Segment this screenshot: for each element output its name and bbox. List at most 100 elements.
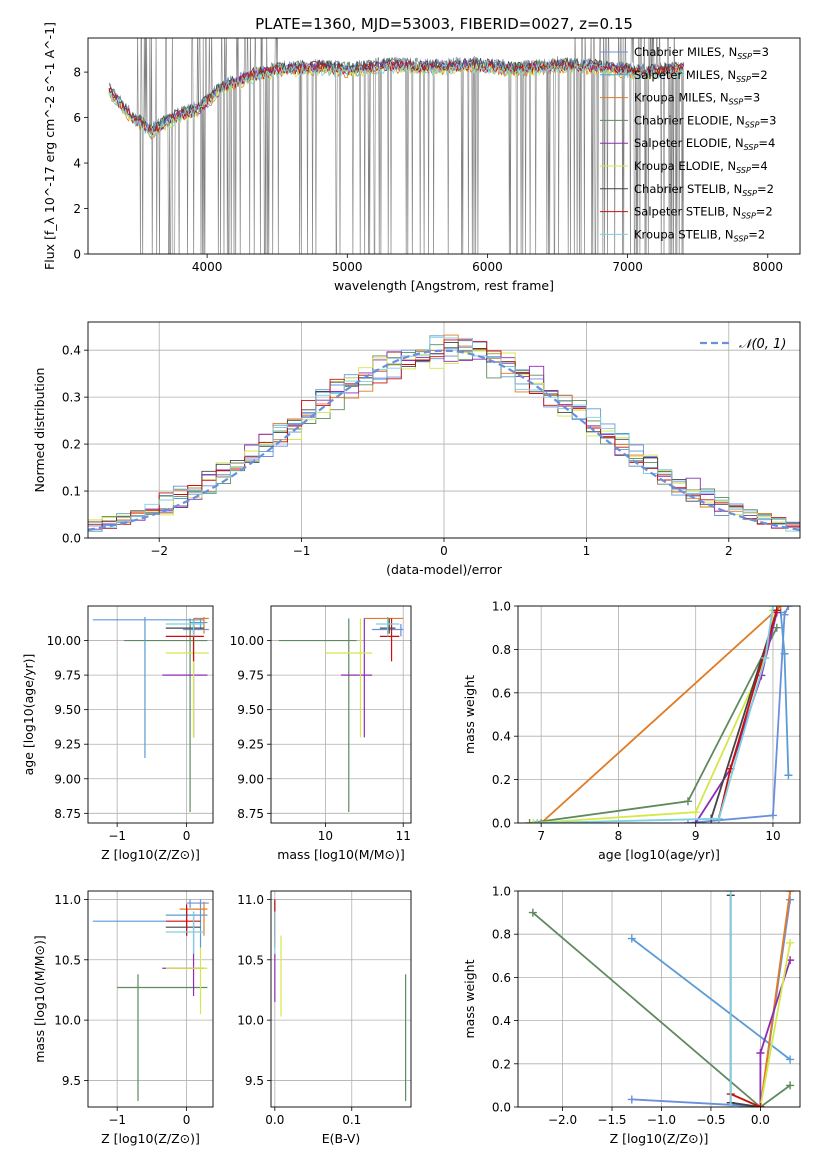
x-axis-label: wavelength [Angstrom, rest frame]	[334, 278, 554, 293]
x-tick-label: −1.0	[647, 1113, 676, 1127]
errorbar-point	[165, 618, 204, 637]
y-tick-label: 0.4	[492, 730, 511, 744]
y-tick-label: 1.0	[492, 600, 511, 614]
axes-frame	[87, 37, 801, 255]
legend-entry: Chabrier MILES, NSSP=3	[634, 45, 769, 61]
weight-marker	[768, 811, 777, 820]
weight-marker	[691, 808, 700, 817]
x-tick-label: 0.0	[751, 1113, 770, 1127]
weight-marker	[683, 819, 692, 823]
weight-line	[694, 612, 778, 823]
y-tick-label: 8.75	[237, 807, 264, 821]
x-axis-label: Z [log10(Z/Z⊙)]	[610, 1131, 709, 1146]
weight-marker	[786, 938, 795, 947]
y-tick-label: 10.0	[54, 1014, 81, 1028]
x-tick-label: 1	[583, 544, 591, 558]
y-axis-label: Flux [f_λ 10^-17 erg cm^-2 s^-1 A^-1]	[42, 22, 57, 270]
errorbar-point	[341, 618, 373, 738]
x-tick-label: 6000	[472, 260, 503, 274]
y-tick-label: 0.0	[492, 817, 511, 831]
y-tick-label: 9.50	[54, 703, 81, 717]
y-tick-label: 0.6	[492, 971, 511, 985]
legend-entry: Chabrier STELIB, NSSP=2	[634, 182, 774, 198]
x-tick-label: 5000	[332, 260, 363, 274]
y-tick-label: 9.5	[245, 1074, 264, 1088]
residual-histogram	[88, 339, 800, 530]
y-tick-label: 8	[73, 66, 81, 80]
grid	[271, 606, 411, 823]
axes-frame	[270, 605, 412, 824]
y-tick-label: 10.00	[230, 634, 264, 648]
axes-frame	[87, 605, 214, 824]
x-tick-label: 7000	[612, 260, 643, 274]
errorbar-point	[179, 901, 208, 936]
y-tick-label: 9.75	[54, 669, 81, 683]
weight-line	[729, 895, 761, 1107]
errorbar-point	[165, 947, 208, 1015]
weight-marker	[772, 606, 781, 615]
y-tick-label: 0.0	[492, 1101, 511, 1115]
weight-marker	[627, 934, 636, 943]
x-tick-label: −2	[150, 544, 168, 558]
weight-line	[759, 891, 791, 1107]
weight-marker	[786, 891, 795, 895]
axes-weight_vs_Z: −2.0 −1.5 −1.0 −0.5 0.0 0.0 0.2 0.4 0.6 0.8 1.0 Z […	[462, 885, 801, 1146]
y-tick-label: 9.25	[237, 738, 264, 752]
weight-marker	[772, 623, 781, 632]
y-tick-label: 1.0	[492, 885, 511, 899]
x-tick-label: 2	[725, 544, 733, 558]
weight-marker	[529, 819, 538, 823]
weight-line	[537, 606, 774, 823]
weight-marker	[691, 819, 700, 823]
axes-residuals: −2 −1 0 1 2 0.0 0.1 0.2 0.3 0.4 (data-model)/error…	[32, 321, 801, 577]
errorbar-point	[165, 618, 204, 634]
weight-marker	[726, 891, 735, 895]
y-tick-label: 10.5	[54, 953, 81, 967]
weight-marker	[756, 1103, 765, 1107]
errorbar-point	[186, 899, 209, 908]
weight-line	[759, 942, 791, 1107]
grid	[88, 606, 213, 823]
x-tick-label: 0	[183, 1113, 191, 1127]
weight-marker	[756, 1049, 765, 1057]
y-tick-label: 0.0	[62, 532, 81, 546]
x-tick-label: 9	[692, 829, 700, 843]
y-tick-label: 11.0	[54, 893, 81, 907]
model-spectrum-line	[108, 61, 685, 139]
x-tick-label: 10	[765, 829, 780, 843]
y-tick-label: 6	[73, 111, 81, 125]
plot-area-weight_vs_age	[525, 606, 793, 823]
x-tick-label: 0.0	[265, 1113, 284, 1127]
axes-spectrum: 4000 5000 6000 7000 8000 0 2 4 6 8 wavelength [Ang…	[42, 22, 801, 293]
y-tick-label: 8.75	[54, 807, 81, 821]
grid	[518, 890, 800, 1108]
x-axis-label: age [log10(age/yr)]	[598, 847, 720, 862]
x-tick-label: 10	[318, 829, 333, 843]
observed-spectrum	[136, 38, 685, 254]
legend-entry: Kroupa MILES, NSSP=3	[634, 91, 760, 107]
weight-marker	[776, 606, 785, 610]
x-axis-label: (data-model)/error	[386, 562, 503, 577]
weight-line	[730, 1093, 761, 1107]
grid	[271, 891, 411, 1107]
errorbar-point	[165, 618, 204, 662]
weight-marker	[537, 819, 546, 823]
y-tick-label: 0.1	[62, 485, 81, 499]
axes-frame	[87, 321, 801, 539]
y-tick-label: 9.00	[237, 772, 264, 786]
y-tick-label: 9.5	[62, 1074, 81, 1088]
legend-entry: Kroupa STELIB, NSSP=2	[634, 227, 765, 243]
errorbar-point	[165, 904, 201, 936]
legend-entry: Salpeter MILES, NSSP=2	[634, 68, 768, 84]
y-tick-label: 0.2	[492, 773, 511, 787]
y-axis-label: Normed distribution	[32, 368, 47, 493]
errorbar-point	[92, 617, 204, 759]
plot-area-mass_vs_Z	[92, 899, 209, 1101]
weight-marker	[761, 654, 770, 663]
y-tick-label: 11.0	[237, 893, 264, 907]
y-tick-label: 0.4	[492, 1014, 511, 1028]
errorbar-point	[117, 974, 208, 1101]
weight-marker	[786, 1055, 795, 1064]
x-axis-label: E(B-V)	[322, 1131, 361, 1146]
errorbar-point	[364, 617, 404, 634]
